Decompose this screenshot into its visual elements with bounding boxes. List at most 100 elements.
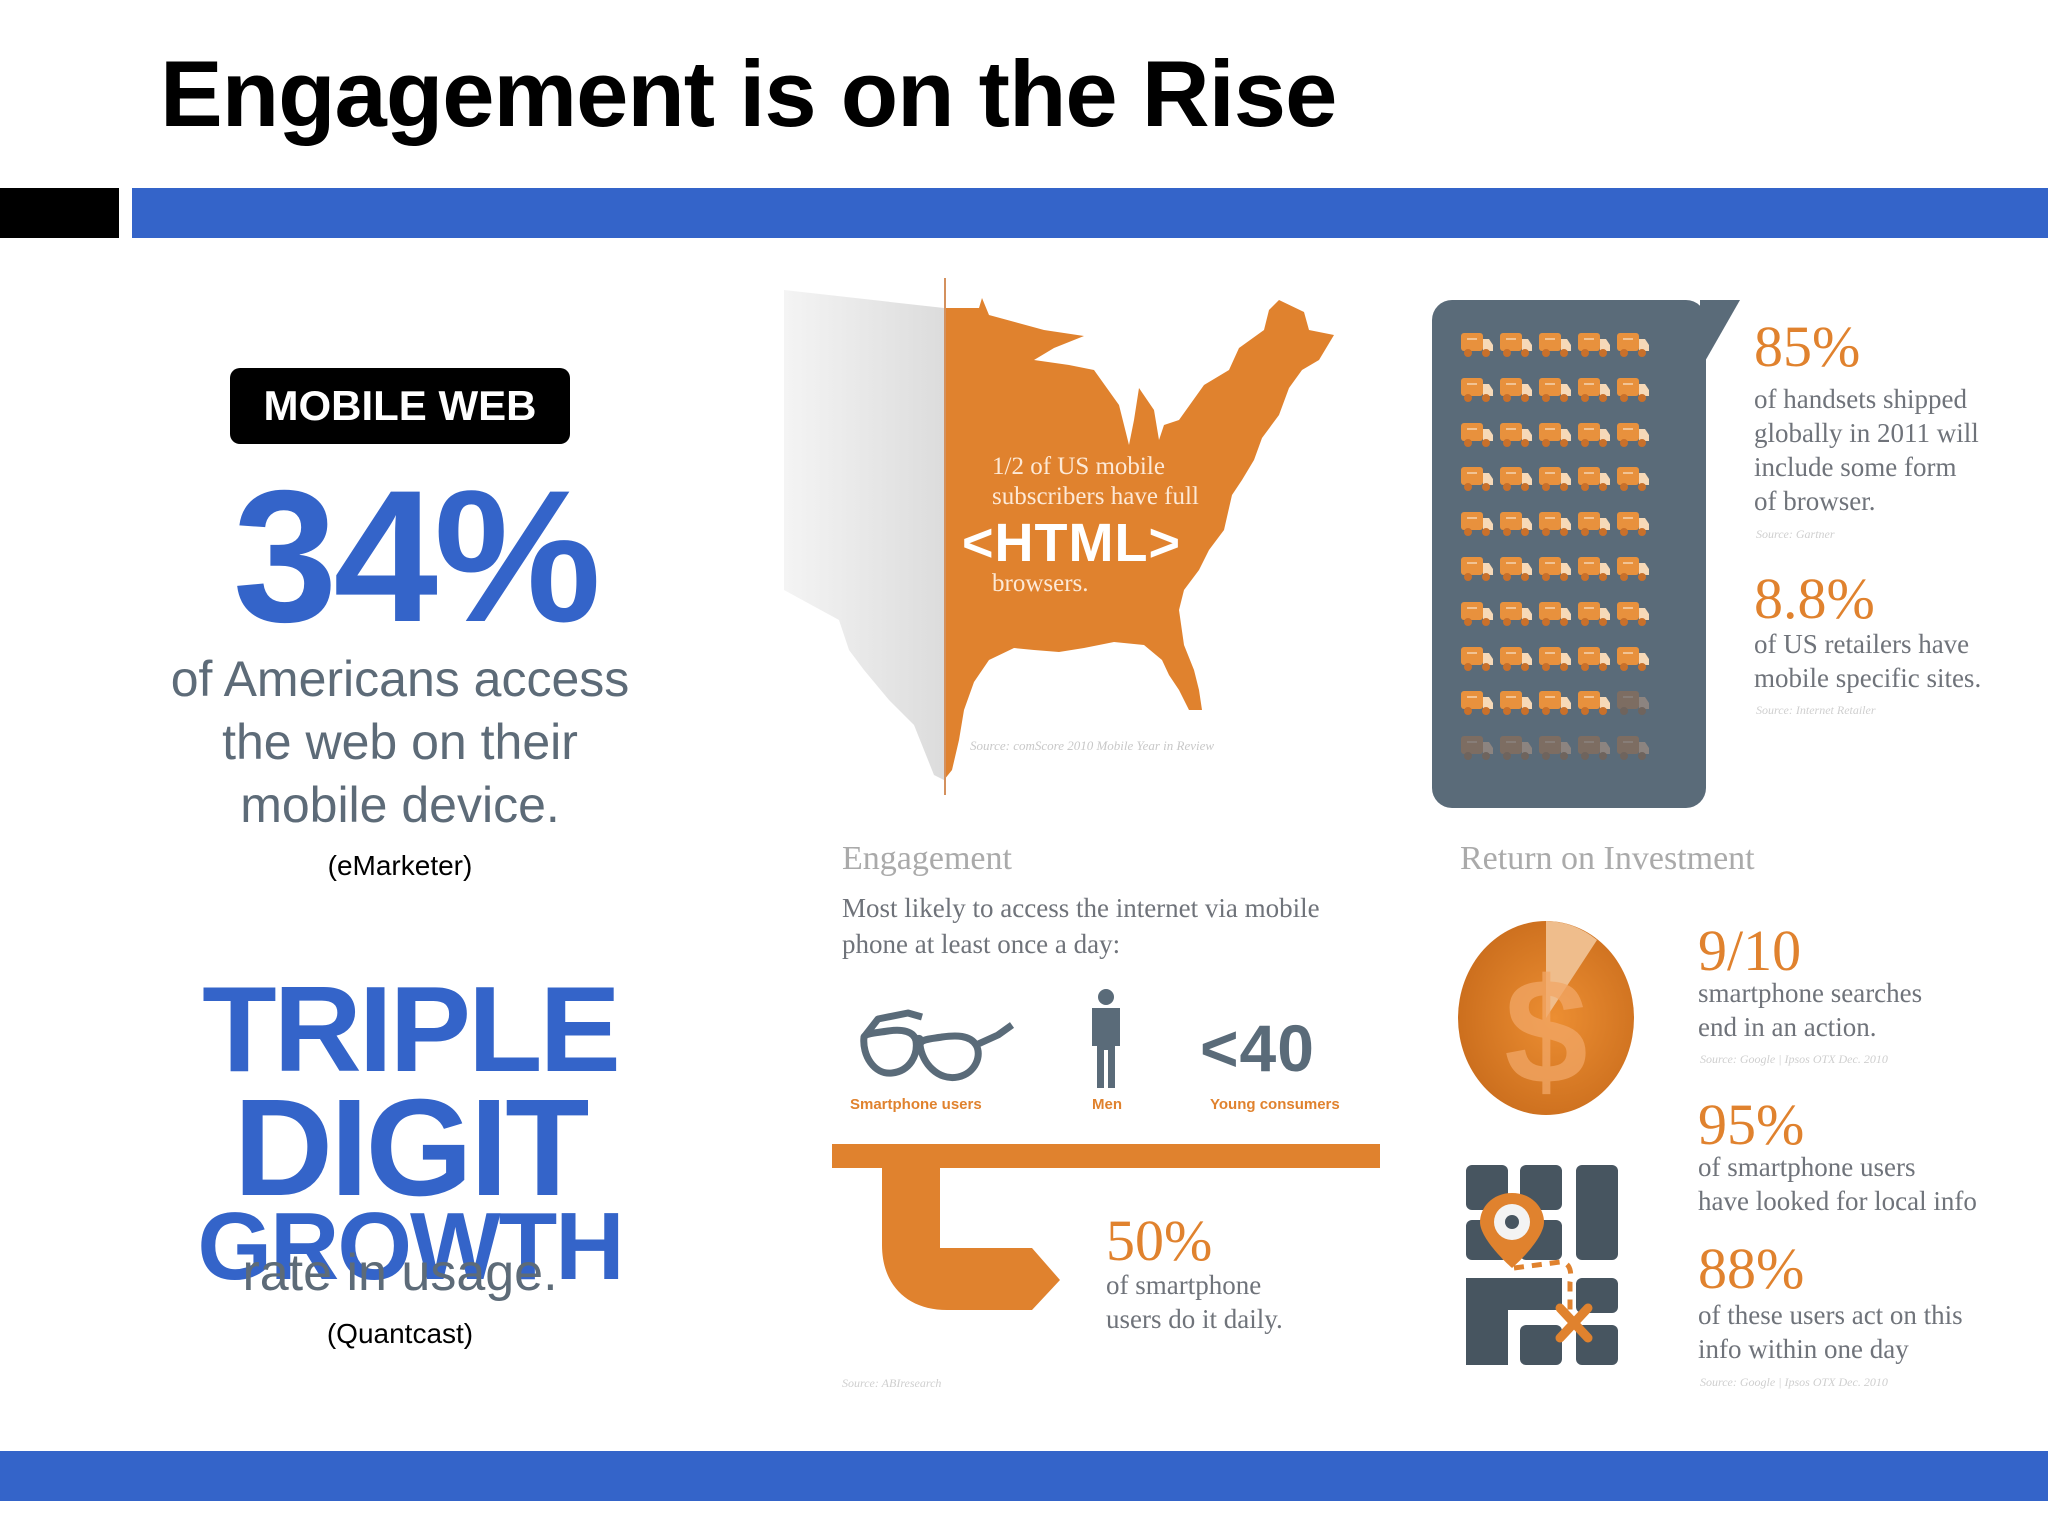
map-source: Source: comScore 2010 Mobile Year in Rev…	[970, 738, 1215, 753]
triple-digit-growth-headline: TRIPLE DIGIT GROWTH	[140, 961, 680, 1300]
stat-9-of-10-description: smartphone searches end in an action.	[1698, 976, 1922, 1044]
truck-icon	[1460, 375, 1494, 405]
roi-title: Return on Investment	[1460, 840, 1755, 877]
stat-88-description: of these users act on this info within o…	[1698, 1298, 1963, 1366]
under-40-icon: <40	[1200, 1011, 1315, 1085]
truck-icon	[1616, 509, 1650, 539]
desc-line: of handsets shipped	[1754, 384, 1967, 414]
truck-icon	[1538, 375, 1572, 405]
desc-line: info within one day	[1698, 1334, 1909, 1364]
desc-line: of these users act on this	[1698, 1300, 1963, 1330]
stat-34-description: of Americans access the web on their mob…	[140, 648, 660, 837]
headline-line: DIGIT	[233, 1071, 590, 1225]
truck-icon	[1460, 688, 1494, 718]
truck-icon	[1499, 420, 1533, 450]
desc-line: of US retailers have	[1754, 629, 1970, 659]
source-google-ipsos: Source: Google | Ipsos OTX Dec. 2010	[1700, 1052, 1888, 1066]
truck-icon	[1499, 644, 1533, 674]
headline-line: GROWTH	[197, 1193, 624, 1300]
speech-notch	[1700, 300, 1740, 370]
growth-caption: rate in usage.	[242, 1244, 558, 1302]
label-young-consumers: Young consumers	[1210, 1096, 1340, 1113]
truck-icon	[1538, 554, 1572, 584]
truck-icon	[1616, 644, 1650, 674]
headline-line: TRIPLE	[202, 961, 621, 1097]
truck-icon	[1499, 599, 1533, 629]
desc-line: have looked for local info	[1698, 1186, 1977, 1216]
map-caption: 1/2 of US mobile subscribers have full	[992, 452, 1199, 512]
html-highlight: <HTML>	[962, 513, 1182, 573]
truck-icon	[1577, 644, 1611, 674]
subtitle-line: Most likely to access the internet via m…	[842, 893, 1320, 923]
source-emarketer: (eMarketer)	[327, 850, 473, 881]
truck-icon	[1499, 733, 1533, 763]
truck-icon	[1577, 509, 1611, 539]
desc-line: globally in 2011 will	[1754, 418, 1979, 448]
engagement-subtitle: Most likely to access the internet via m…	[842, 890, 1362, 962]
truck-icon	[1577, 733, 1611, 763]
pipe-arrow-graphic	[832, 1144, 1380, 1310]
truck-icon	[1460, 733, 1494, 763]
source-abiresearch: Source: ABIresearch	[842, 1376, 942, 1390]
stat-34-percent: 34%	[232, 451, 601, 661]
subtitle-line: phone at least once a day:	[842, 929, 1121, 959]
desc-line: users do it daily.	[1106, 1304, 1283, 1334]
truck-icon	[1538, 688, 1572, 718]
truck-icon	[1577, 554, 1611, 584]
truck-icon	[1577, 464, 1611, 494]
desc-line: mobile specific sites.	[1754, 663, 1982, 693]
svg-text:$: $	[1504, 947, 1587, 1115]
desc-line: include some form	[1754, 452, 1957, 482]
engagement-title: Engagement	[842, 840, 1012, 877]
desc-line: the web on their	[222, 714, 578, 770]
source-internet-retailer: Source: Internet Retailer	[1756, 703, 1876, 717]
truck-icon	[1538, 644, 1572, 674]
stat-8-8-description: of US retailers have mobile specific sit…	[1754, 627, 1981, 695]
us-map-icon	[784, 278, 1334, 795]
truck-icon	[1460, 599, 1494, 629]
truck-icon	[1499, 464, 1533, 494]
label-men: Men	[1092, 1096, 1122, 1113]
footer-blue-bar	[0, 1451, 2048, 1501]
header-accent-black-bar	[0, 188, 119, 238]
stat-50-percent: 50%	[1106, 1208, 1213, 1273]
truck-icon	[1538, 420, 1572, 450]
stat-95-description: of smartphone users have looked for loca…	[1698, 1150, 1977, 1218]
desc-line: smartphone searches	[1698, 978, 1923, 1008]
stat-88-percent: 88%	[1698, 1236, 1805, 1301]
truck-icon	[1577, 375, 1611, 405]
truck-icon	[1616, 554, 1650, 584]
truck-icon	[1460, 509, 1494, 539]
desc-line: of smartphone	[1106, 1270, 1262, 1300]
dollar-coin-icon: $	[1458, 921, 1634, 1115]
truck-icon	[1616, 464, 1650, 494]
truck-icon	[1538, 509, 1572, 539]
truck-icon	[1460, 464, 1494, 494]
source-gartner: Source: Gartner	[1756, 527, 1835, 541]
truck-icon	[1616, 733, 1650, 763]
city-map-pin-icon	[1466, 1165, 1618, 1365]
desc-line: of browser.	[1754, 486, 1876, 516]
truck-icon	[1577, 420, 1611, 450]
truck-icon	[1616, 375, 1650, 405]
stat-95-percent: 95%	[1698, 1092, 1805, 1157]
truck-icon	[1577, 688, 1611, 718]
truck-icon	[1616, 330, 1650, 360]
stat-8-8-percent: 8.8%	[1754, 566, 1875, 631]
glasses-icon	[860, 1009, 1015, 1082]
truck-icon	[1616, 599, 1650, 629]
map-caption-end: browsers.	[992, 570, 1089, 597]
truck-grid	[1460, 330, 1655, 763]
source-google-ipsos: Source: Google | Ipsos OTX Dec. 2010	[1700, 1375, 1888, 1389]
truck-icon	[1616, 688, 1650, 718]
truck-icon	[1538, 464, 1572, 494]
truck-icon	[1499, 554, 1533, 584]
source-quantcast: (Quantcast)	[326, 1318, 474, 1349]
desc-line: of Americans access	[170, 651, 630, 707]
desc-line: mobile device.	[240, 777, 560, 833]
badge-label: MOBILE WEB	[263, 382, 537, 429]
stat-50-description: of smartphone users do it daily.	[1106, 1268, 1283, 1336]
truck-icon	[1616, 420, 1650, 450]
truck-icon	[1460, 330, 1494, 360]
stat-85-description: of handsets shipped globally in 2011 wil…	[1754, 382, 1979, 518]
